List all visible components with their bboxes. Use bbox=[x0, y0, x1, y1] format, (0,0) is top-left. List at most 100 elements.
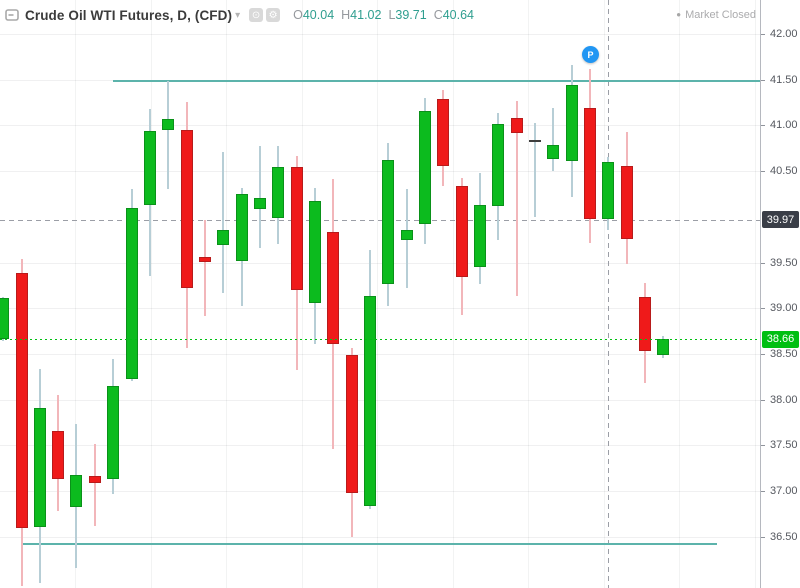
candle-body bbox=[34, 407, 46, 527]
grid-line-v bbox=[604, 0, 605, 588]
candle-body bbox=[566, 85, 578, 161]
candle-body bbox=[584, 107, 596, 220]
candle-body bbox=[346, 354, 358, 493]
open-label: O bbox=[293, 8, 303, 22]
grid-line-h bbox=[0, 353, 760, 355]
axis-tick-mark bbox=[761, 171, 765, 172]
high-label: H bbox=[341, 8, 351, 22]
last-price-badge: 38.66 bbox=[762, 330, 799, 348]
axis-tick-label: 40.50 bbox=[770, 165, 798, 177]
grid-line-v bbox=[226, 0, 227, 588]
axis-tick-label: 41.50 bbox=[770, 73, 798, 86]
grid-line-v bbox=[453, 0, 454, 588]
candle-body bbox=[272, 167, 284, 218]
chart-canvas[interactable]: P bbox=[0, 0, 760, 588]
candle-wick bbox=[552, 107, 554, 171]
candle-body bbox=[511, 118, 523, 133]
grid-line-v bbox=[75, 0, 76, 588]
axis-tick-label: 37.50 bbox=[770, 439, 798, 452]
snapshot-icon[interactable]: ⊙ bbox=[249, 8, 264, 22]
grid-line-h bbox=[0, 491, 760, 493]
ohlc-readout: O40.04 H41.02 L39.71 C40.64 bbox=[293, 8, 481, 22]
last-price-line bbox=[0, 339, 760, 341]
axis-tick-mark bbox=[761, 262, 765, 264]
axis-tick-mark bbox=[761, 125, 765, 127]
grid-line-h bbox=[0, 308, 760, 310]
price-axis[interactable]: 42.00 41.50 41.00 40.50 39.50 39.00 38.50 38.00… bbox=[760, 0, 800, 588]
grid-line-v bbox=[302, 0, 303, 588]
axis-tick-mark bbox=[761, 33, 765, 35]
candle-body bbox=[70, 474, 82, 507]
grid-line-h bbox=[0, 171, 760, 172]
candle-body bbox=[657, 339, 669, 355]
candle-wick bbox=[94, 443, 96, 526]
grid-line-h bbox=[0, 445, 760, 447]
candle-body bbox=[492, 124, 504, 206]
candle-body bbox=[236, 193, 248, 261]
candle-wick bbox=[204, 219, 206, 317]
low-value: 39.71 bbox=[395, 8, 427, 22]
axis-tick-mark bbox=[761, 79, 765, 81]
grid-line-h bbox=[0, 536, 760, 538]
candle-body bbox=[0, 298, 9, 340]
candle-body bbox=[456, 185, 468, 277]
candle-body bbox=[437, 98, 449, 166]
resistance-ray[interactable] bbox=[113, 79, 760, 82]
candle-wick bbox=[516, 100, 518, 297]
candle-body bbox=[52, 430, 64, 480]
candle-body bbox=[327, 232, 339, 344]
candle-body bbox=[16, 273, 28, 529]
crosshair-vertical bbox=[608, 0, 609, 588]
candle-body bbox=[364, 296, 376, 506]
candle-body bbox=[602, 161, 614, 220]
candle-body bbox=[291, 167, 303, 290]
grid-line-h bbox=[0, 33, 760, 35]
candle-body bbox=[162, 118, 174, 130]
axis-tick-label: 36.50 bbox=[770, 530, 798, 543]
candle-body bbox=[419, 110, 431, 225]
symbol-title: Crude Oil WTI Futures, D, (CFD) bbox=[25, 7, 233, 23]
axis-tick-label: 39.50 bbox=[770, 256, 798, 269]
market-status-dot-icon: ● bbox=[676, 10, 682, 19]
close-label: C bbox=[433, 8, 443, 22]
crosshair-horizontal bbox=[0, 219, 760, 221]
low-label: L bbox=[388, 8, 396, 22]
candle-body bbox=[107, 385, 119, 480]
position-marker[interactable]: P bbox=[582, 46, 599, 63]
market-status: ● Market Closed bbox=[676, 9, 756, 21]
axis-tick-label: 41.00 bbox=[770, 119, 798, 132]
candle-wick bbox=[222, 151, 224, 293]
grid-line-v bbox=[151, 0, 152, 588]
grid-line-v bbox=[528, 0, 529, 588]
axis-tick-mark bbox=[761, 445, 765, 447]
axis-tick-mark bbox=[761, 399, 765, 401]
axis-tick-mark bbox=[761, 491, 765, 493]
axis-tick-label: 37.00 bbox=[770, 485, 798, 498]
candle-body bbox=[621, 165, 633, 239]
support-ray[interactable] bbox=[22, 543, 717, 546]
candle-wick bbox=[534, 122, 536, 217]
grid-line-v bbox=[377, 0, 378, 588]
grid-line-h bbox=[0, 262, 760, 264]
open-value: 40.04 bbox=[302, 8, 335, 22]
candle-body bbox=[217, 230, 229, 245]
candle-body bbox=[309, 201, 321, 303]
symbol-title-button[interactable]: Crude Oil WTI Futures, D, (CFD) ▾ bbox=[25, 8, 249, 23]
grid-line-v bbox=[679, 0, 680, 588]
grid-line-v bbox=[755, 0, 756, 588]
candle-body bbox=[126, 207, 138, 379]
candle-wick bbox=[167, 81, 169, 190]
candle-body bbox=[401, 229, 413, 240]
axis-tick-mark bbox=[761, 536, 765, 538]
axis-tick-mark bbox=[761, 353, 765, 355]
candle-body bbox=[639, 297, 651, 352]
candle-wick bbox=[259, 146, 261, 248]
candle-body bbox=[547, 144, 559, 160]
axis-tick-label: 38.00 bbox=[770, 393, 798, 406]
candle-body bbox=[382, 160, 394, 285]
settings-gear-icon[interactable]: ⚙ bbox=[266, 8, 281, 22]
axis-tick-label: 39.00 bbox=[770, 302, 798, 315]
chart-panel-icon[interactable] bbox=[5, 9, 19, 21]
candle-body bbox=[474, 204, 486, 267]
dropdown-caret-icon: ▾ bbox=[235, 9, 241, 21]
